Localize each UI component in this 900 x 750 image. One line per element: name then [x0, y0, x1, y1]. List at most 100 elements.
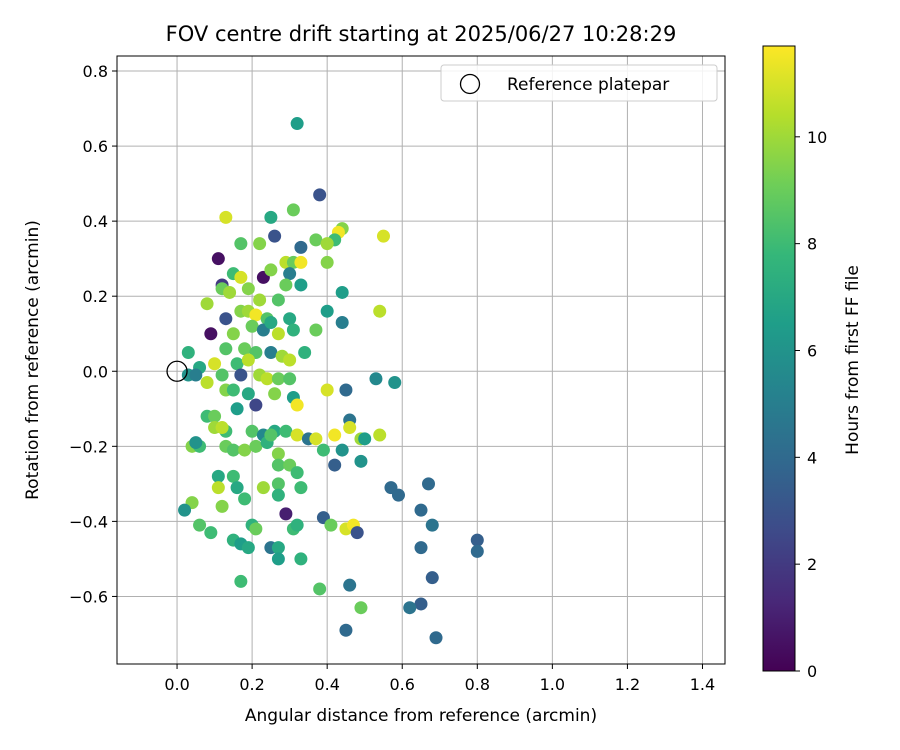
colorbar-tick-label: 6	[807, 341, 817, 360]
scatter-point	[271, 447, 285, 461]
scatter-point	[339, 383, 353, 397]
scatter-point	[241, 541, 255, 555]
scatter-point	[234, 270, 248, 284]
scatter-point	[422, 477, 436, 491]
colorbar-gradient	[762, 45, 796, 672]
scatter-point	[271, 327, 285, 341]
scatter-point	[238, 342, 252, 356]
scatter-point	[313, 582, 327, 596]
scatter-point	[328, 458, 342, 472]
scatter-point	[189, 368, 203, 382]
scatter-point	[324, 518, 338, 532]
scatter-point	[211, 481, 225, 495]
scatter-point	[268, 229, 282, 243]
x-tick-label: 0.4	[314, 675, 339, 694]
colorbar-tick-label: 8	[807, 235, 817, 254]
scatter-point	[358, 432, 372, 446]
scatter-point	[388, 376, 402, 390]
scatter-points	[178, 117, 484, 645]
scatter-point	[226, 469, 240, 483]
colorbar-tick-label: 10	[807, 128, 827, 147]
scatter-point	[354, 454, 368, 468]
plot-frame	[116, 55, 726, 665]
scatter-point	[316, 443, 330, 457]
scatter-point	[343, 578, 357, 592]
scatter-point	[425, 571, 439, 585]
scatter-point	[208, 409, 222, 423]
y-tick-label: 0.8	[83, 62, 108, 81]
scatter-point	[339, 623, 353, 637]
scatter-point	[226, 327, 240, 341]
scatter-point	[350, 526, 364, 540]
scatter-point	[208, 357, 222, 371]
colorbar-tick-label: 2	[807, 555, 817, 574]
x-tick-label: 1.0	[540, 675, 565, 694]
scatter-point	[200, 376, 214, 390]
scatter-point	[253, 237, 267, 251]
colorbar-label: Hours from first FF file	[843, 265, 863, 455]
scatter-point	[264, 315, 278, 329]
x-axis-label: Angular distance from reference (arcmin)	[245, 706, 597, 726]
scatter-point	[268, 387, 282, 401]
scatter-point	[294, 240, 308, 254]
scatter-point	[215, 499, 229, 513]
legend-label: Reference platepar	[507, 75, 669, 95]
y-tick-label: 0.2	[83, 287, 108, 306]
scatter-point	[193, 518, 207, 532]
scatter-point	[264, 210, 278, 224]
x-tick-label: 0.2	[239, 675, 264, 694]
legend-reference-marker	[459, 73, 481, 95]
y-axis-ticks: −0.6 −0.4 −0.2 0.0 0.2 0.4 0.6 0.8	[69, 62, 117, 606]
scatter-point	[414, 503, 428, 517]
scatter-point	[290, 428, 304, 442]
y-tick-label: 0.6	[83, 137, 108, 156]
x-tick-label: 0.8	[465, 675, 490, 694]
scatter-point	[309, 323, 323, 337]
scatter-point	[373, 304, 387, 318]
scatter-point	[223, 285, 237, 299]
scatter-point	[219, 210, 233, 224]
scatter-point	[320, 383, 334, 397]
x-tick-label: 1.2	[615, 675, 640, 694]
scatter-point	[215, 421, 229, 435]
legend: Reference platepar	[440, 64, 718, 102]
scatter-point	[226, 443, 240, 457]
scatter-point	[373, 428, 387, 442]
scatter-point	[290, 398, 304, 412]
scatter-point	[271, 552, 285, 566]
scatter-point	[215, 368, 229, 382]
scatter-point	[298, 345, 312, 359]
scatter-point	[249, 398, 263, 412]
scatter-point	[309, 233, 323, 247]
scatter-point	[279, 507, 293, 521]
scatter-point	[241, 353, 255, 367]
scatter-point	[283, 353, 297, 367]
x-tick-label: 0.0	[164, 675, 189, 694]
scatter-point	[260, 372, 274, 386]
scatter-point	[264, 263, 278, 277]
y-tick-label: −0.4	[69, 512, 108, 531]
scatter-point	[241, 387, 255, 401]
reference-platepar-marker	[166, 360, 188, 382]
y-tick-label: −0.6	[69, 587, 108, 606]
x-tick-label: 1.4	[690, 675, 715, 694]
chart-title: FOV centre drift starting at 2025/06/27 …	[166, 22, 677, 46]
reference-marker-layer	[166, 360, 188, 382]
x-tick-label: 0.6	[390, 675, 415, 694]
legend-box	[440, 64, 718, 102]
scatter-point	[335, 285, 349, 299]
scatter-point	[271, 488, 285, 502]
scatter-point	[286, 323, 300, 337]
y-tick-label: 0.0	[83, 362, 108, 381]
scatter-point	[230, 402, 244, 416]
scatter-point	[294, 278, 308, 292]
scatter-point	[320, 237, 334, 251]
grid-lines	[117, 56, 725, 664]
scatter-point	[429, 631, 443, 645]
scatter-point	[369, 372, 383, 386]
scatter-point	[294, 552, 308, 566]
scatter-point	[290, 117, 304, 131]
scatter-point	[230, 481, 244, 495]
scatter-point	[290, 466, 304, 480]
